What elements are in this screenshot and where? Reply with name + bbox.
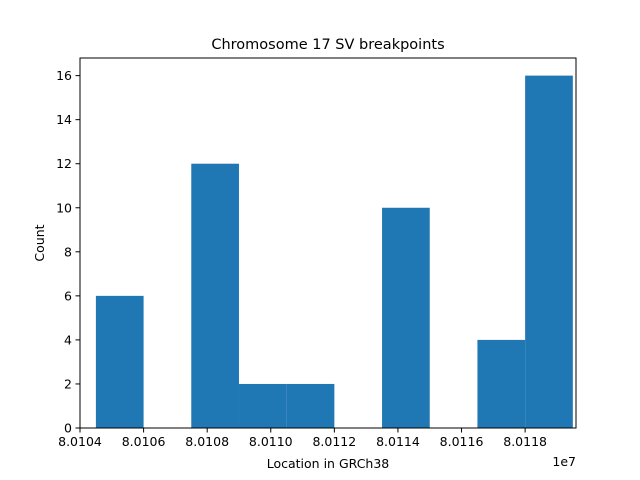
y-tick-label: 4 [64,332,72,347]
histogram-bar [191,163,239,428]
y-tick-label: 14 [56,112,72,127]
histogram-bar [382,207,430,428]
y-axis-label: Count [32,224,47,261]
x-axis-ticks: 8.0104 8.0106 8.0108 8.0110 8.0112 8.0114 8.01… [58,428,547,449]
histogram-bar [477,339,526,428]
x-tick-label: 8.0114 [376,434,420,449]
histogram-bar [525,75,573,428]
histogram-bar [286,383,335,428]
plot-frame [79,57,577,429]
x-tick-label: 8.0110 [249,434,293,449]
x-axis-offset-label: 1e7 [552,454,576,469]
x-axis-label: Location in GRCh38 [267,456,390,471]
bars-group [95,75,573,428]
y-tick-label: 8 [64,244,72,259]
chart-title: Chromosome 17 SV breakpoints [211,37,444,53]
y-tick-label: 6 [64,288,72,303]
y-tick-label: 16 [56,68,72,83]
y-tick-label: 0 [64,421,72,436]
histogram-bar [95,295,144,428]
x-tick-label: 8.0112 [312,434,356,449]
x-tick-label: 8.0106 [122,434,166,449]
x-tick-label: 8.0108 [185,434,229,449]
y-tick-label: 2 [64,376,72,391]
histogram-bar [238,383,287,428]
x-tick-label: 8.0116 [440,434,484,449]
y-tick-label: 12 [56,156,72,171]
x-tick-label: 8.0104 [58,434,102,449]
x-tick-label: 8.0118 [503,434,547,449]
y-tick-label: 10 [56,200,72,215]
y-axis-ticks: 0 2 4 6 8 10 12 14 16 [56,68,80,436]
